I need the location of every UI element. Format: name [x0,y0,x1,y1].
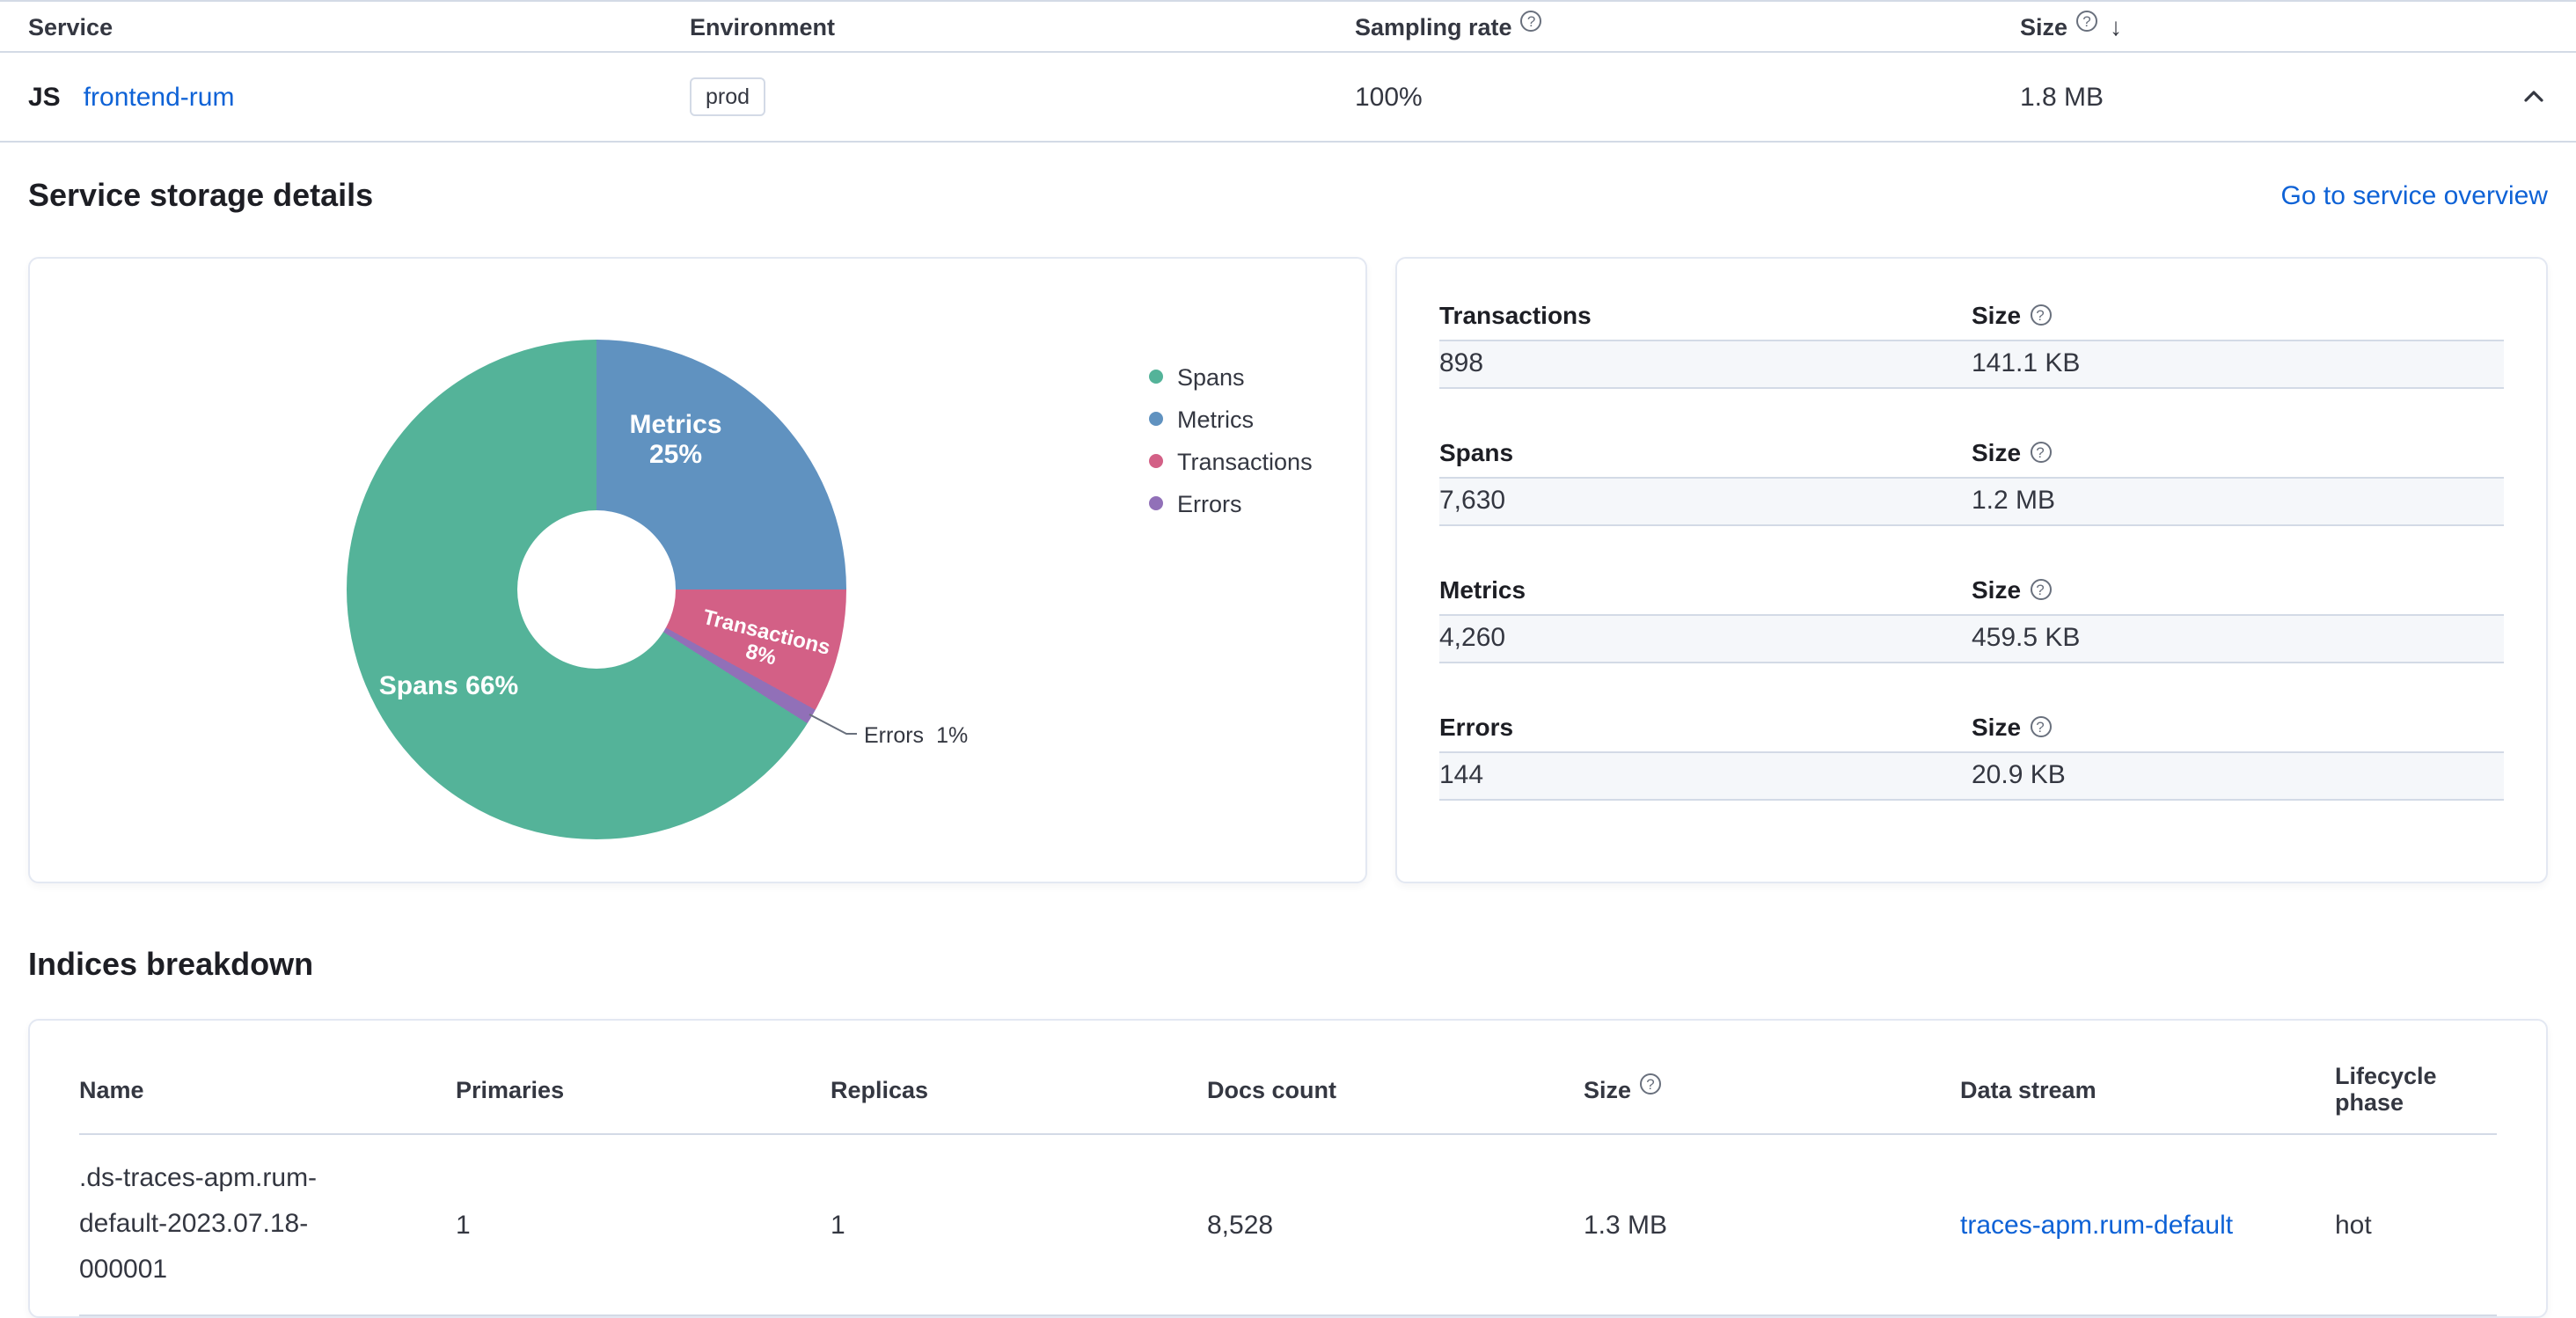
section-header: Service storage details Go to service ov… [28,178,2548,215]
index-primaries: 1 [456,1210,471,1240]
col-header-size-label: Size [2020,13,2068,40]
group-size-label: Size? [1972,438,2504,466]
environment-badge: prod [690,77,766,116]
services-table: Service Environment Sampling rate ? Size… [0,0,2576,143]
service-cell: JS frontend-rum [28,82,690,112]
callout-errors: Errors 1% [864,723,968,748]
chevron-up-icon [2524,91,2543,102]
service-name-link[interactable]: frontend-rum [83,82,235,112]
indices-table-header: Name Primaries Replicas Docs count Size … [79,1052,2497,1135]
storage-group-errors: Errors Size? 144 20.9 KB [1439,709,2504,801]
legend-dot-errors [1149,496,1163,510]
index-replicas: 1 [831,1210,845,1240]
group-label: Metrics [1439,575,1526,604]
help-icon[interactable]: ? [2030,304,2052,326]
donut-hole [517,510,676,669]
idx-col-size: Size ? [1584,1063,1960,1116]
idx-col-name: Name [79,1076,144,1102]
index-size: 1.3 MB [1584,1210,1668,1240]
help-icon[interactable]: ? [2030,716,2052,737]
group-label: Spans [1439,438,1514,466]
go-to-service-overview-link[interactable]: Go to service overview [2280,181,2548,211]
group-label: Errors [1439,713,1514,741]
group-size-label: Size? [1972,301,2504,329]
idx-col-primaries: Primaries [456,1076,565,1102]
storage-group-transactions: Transactions Size? 898 141.1 KB [1439,297,2504,389]
storage-chart-panel: Metrics 25% Spans 66% Transactions 8% Er… [28,257,1367,883]
indices-breakdown-heading: Indices breakdown [28,947,314,982]
group-size-label: Size? [1972,575,2504,604]
help-icon[interactable]: ? [2030,579,2052,600]
services-table-header: Service Environment Sampling rate ? Size… [0,0,2576,53]
environment-cell: prod [690,77,1355,116]
callout-errors-label: Errors [864,723,925,748]
group-size-label: Size? [1972,713,2504,741]
group-size-value: 459.5 KB [1972,623,2081,653]
help-icon[interactable]: ? [1640,1073,1662,1095]
col-header-sampling-rate[interactable]: Sampling rate ? [1355,11,2020,40]
storage-stats-panel: Transactions Size? 898 141.1 KB Spans Si… [1395,257,2548,883]
storage-details-panels: Metrics 25% Spans 66% Transactions 8% Er… [28,257,2548,883]
group-count-value: 898 [1439,348,1484,378]
indices-table-panel: Name Primaries Replicas Docs count Size … [28,1019,2548,1318]
collapse-row-button[interactable] [2520,83,2548,111]
idx-col-replicas: Replicas [831,1076,929,1102]
legend-item-transactions[interactable]: Transactions [1149,447,1313,475]
service-row: JS frontend-rum prod 100% 1.8 MB [0,53,2576,143]
storage-group-metrics: Metrics Size? 4,260 459.5 KB [1439,572,2504,663]
group-size-value: 141.1 KB [1972,348,2081,378]
col-header-service-label: Service [28,13,113,40]
group-size-value: 1.2 MB [1972,486,2056,516]
col-header-environment[interactable]: Environment [690,13,1355,40]
group-size-value: 20.9 KB [1972,760,2066,790]
page-title: Service storage details [28,178,374,213]
index-docs-count: 8,528 [1207,1210,1274,1240]
index-name: .ds-traces-apm.rum-default-2023.07.18-00… [79,1163,318,1285]
storage-group-spans: Spans Size? 7,630 1.2 MB [1439,435,2504,526]
data-stream-link[interactable]: traces-apm.rum-default [1960,1210,2234,1240]
sort-descending-icon[interactable]: ↓ [2110,12,2123,40]
group-label: Transactions [1439,301,1592,329]
legend-item-errors[interactable]: Errors [1149,489,1313,517]
help-icon[interactable]: ? [2076,11,2098,32]
group-count-value: 7,630 [1439,486,1506,516]
index-table-row: .ds-traces-apm.rum-default-2023.07.18-00… [79,1135,2497,1316]
col-header-sampling-rate-label: Sampling rate [1355,13,1512,40]
legend-dot-transactions [1149,454,1163,468]
callout-errors-value: 1% [936,723,969,748]
chart-legend: Spans Metrics Transactions Errors [1149,362,1313,531]
legend-dot-spans [1149,370,1163,384]
col-header-service[interactable]: Service [28,13,690,40]
index-lifecycle-phase: hot [2335,1210,2372,1240]
group-count-value: 4,260 [1439,623,1506,653]
legend-item-metrics[interactable]: Metrics [1149,405,1313,433]
col-header-environment-label: Environment [690,13,836,40]
size-cell: 1.8 MB [2020,82,2104,112]
sampling-rate-cell: 100% [1355,82,1423,112]
col-header-size[interactable]: Size ? ↓ [2020,11,2502,40]
help-icon[interactable]: ? [1520,11,1542,32]
help-icon[interactable]: ? [2030,442,2052,463]
idx-col-data-stream: Data stream [1960,1076,2097,1102]
idx-col-docs-count: Docs count [1207,1076,1337,1102]
legend-item-spans[interactable]: Spans [1149,362,1313,391]
idx-col-lifecycle-phase: Lifecycle phase [2335,1063,2437,1116]
group-count-value: 144 [1439,760,1484,790]
js-agent-icon: JS [28,82,61,112]
legend-dot-metrics [1149,412,1163,426]
